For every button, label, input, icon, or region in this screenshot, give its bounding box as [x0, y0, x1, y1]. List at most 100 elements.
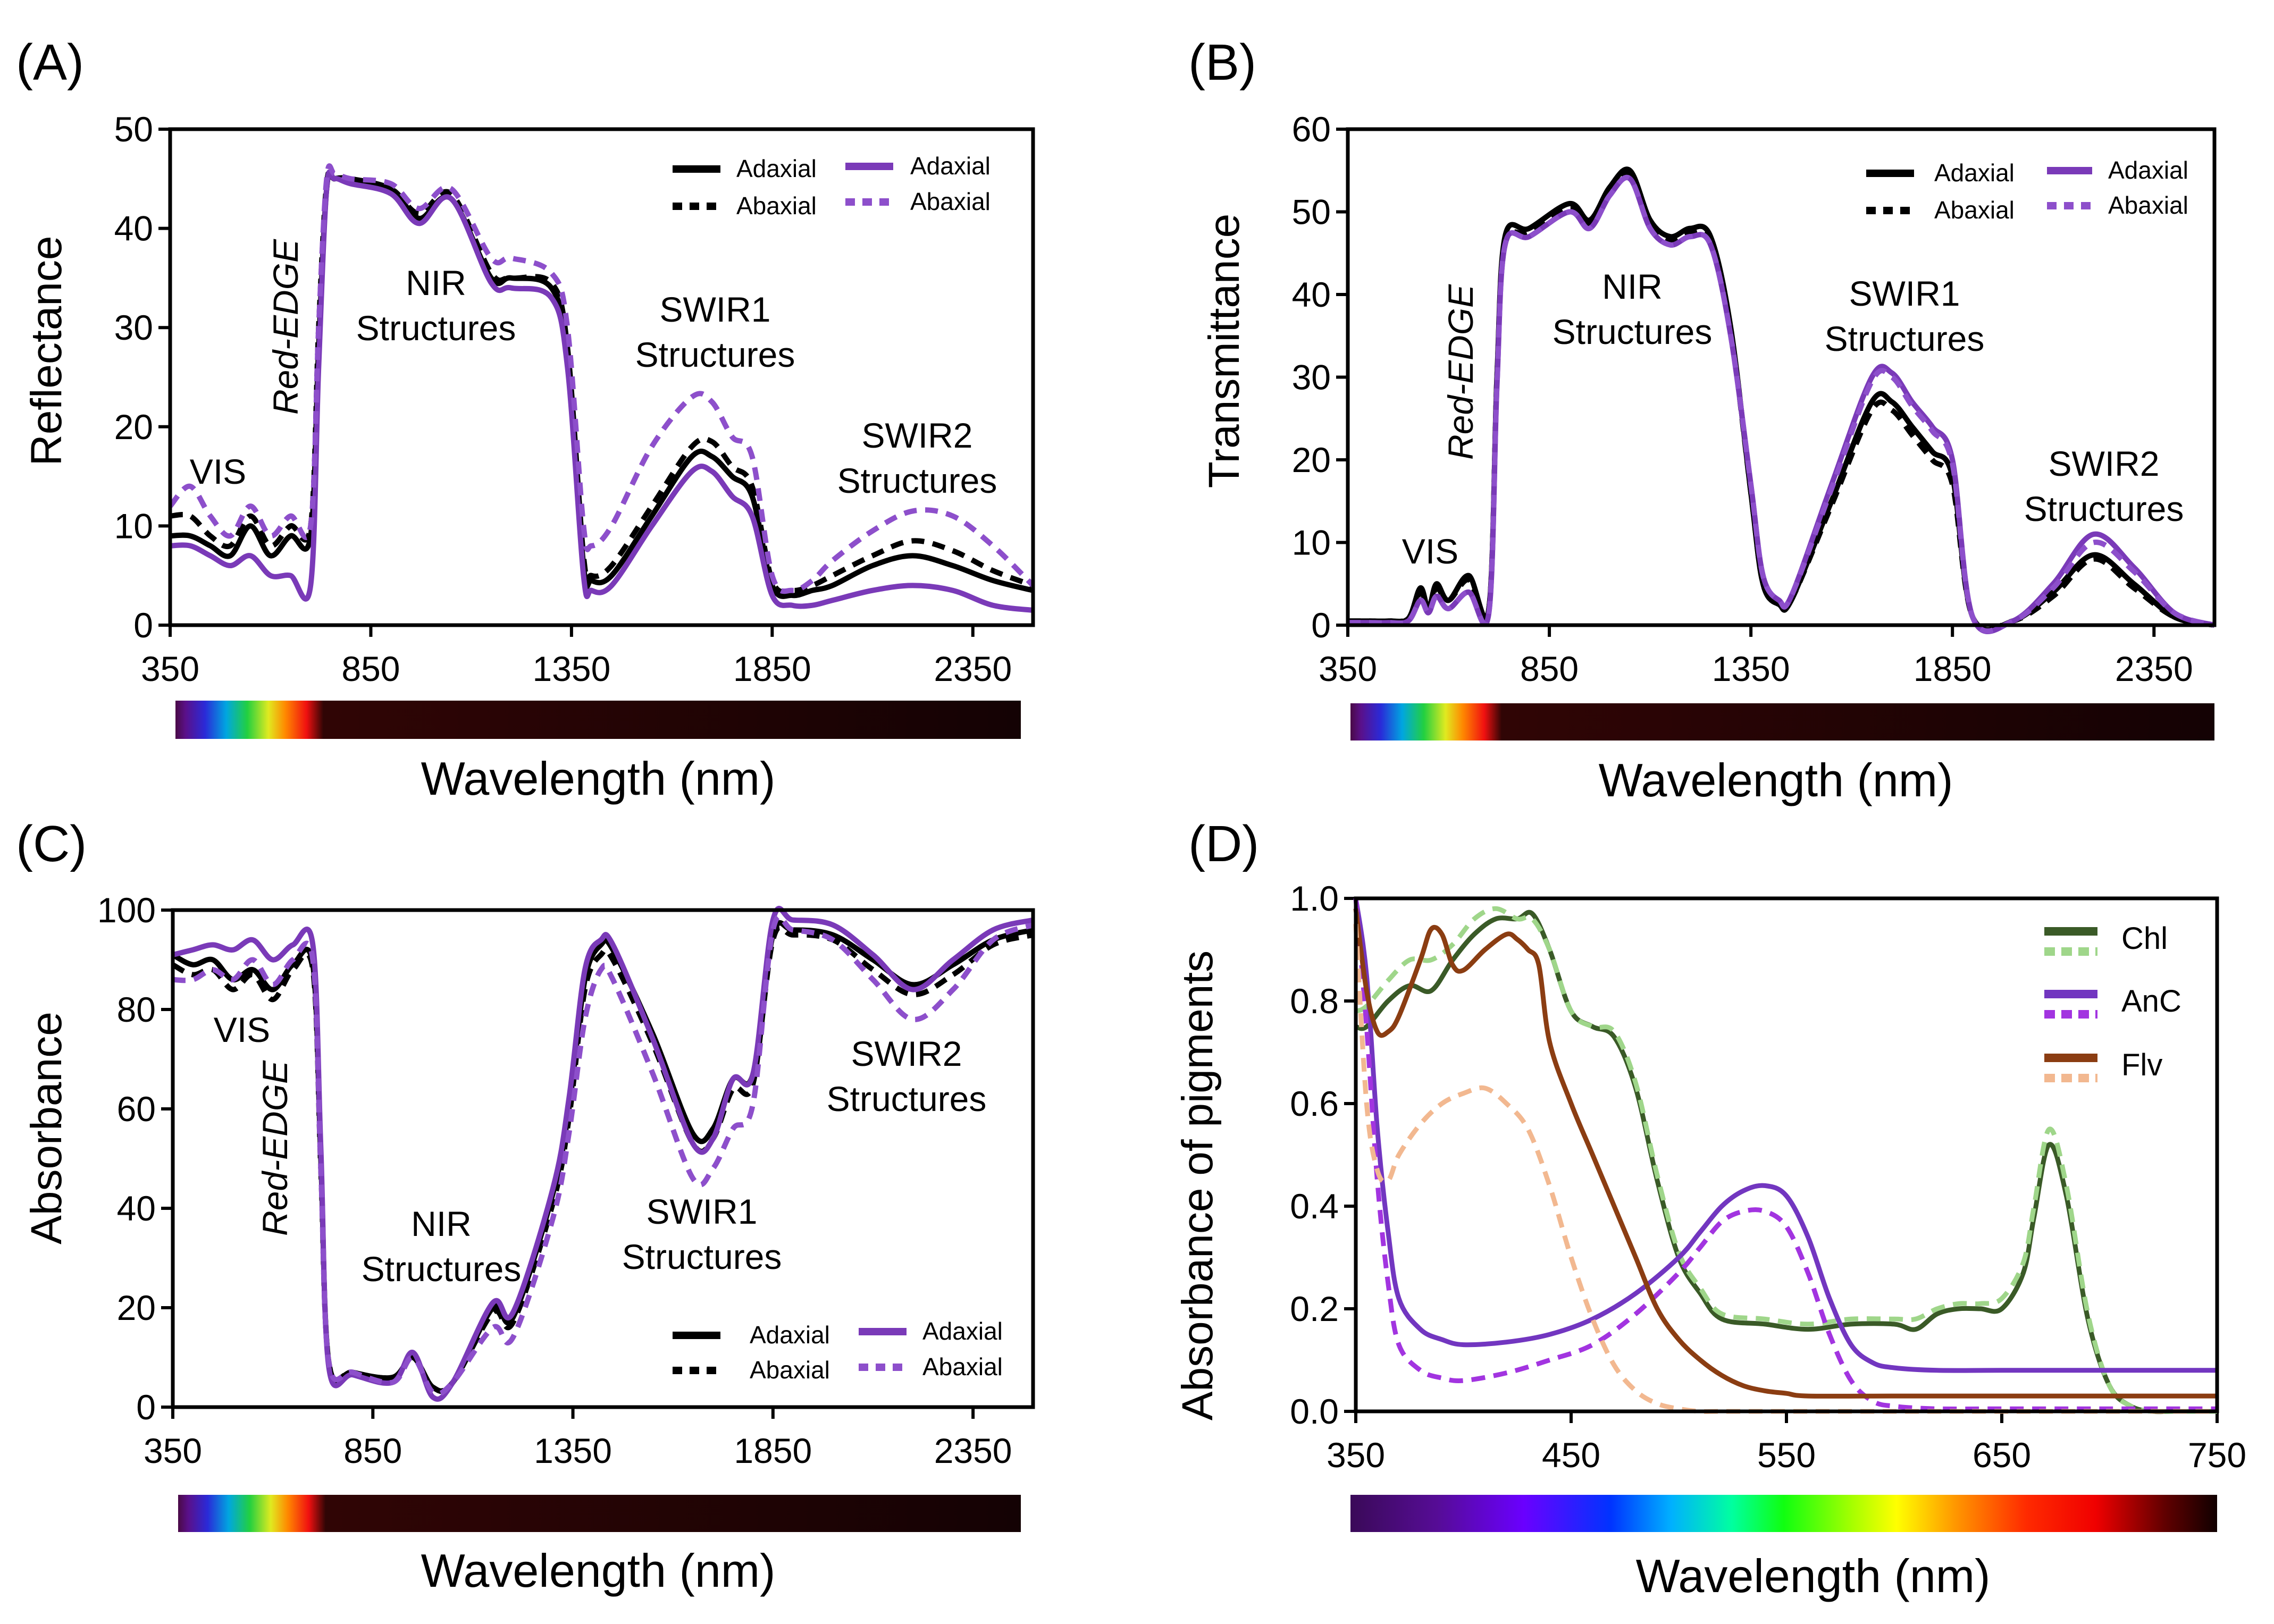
series-line-d-anc-dashed-3	[1353, 898, 2217, 1412]
legend-d: Chl AnC Flv	[2044, 921, 2181, 1082]
annotation-swir2-title-b: SWIR2	[2048, 444, 2159, 483]
y-tick-label-b: 30	[1292, 358, 1331, 397]
legend-c-purple-abaxial: Abaxial	[922, 1353, 1003, 1381]
series-line-c-abaxial-dashed-1	[171, 924, 1034, 1394]
y-tick-label-c: 60	[117, 1089, 156, 1129]
annotation-swir2-title-a: SWIR2	[861, 416, 972, 455]
panel-b: (B) Transmittance 0 10 20 30 40 50 60 350 850 135…	[1188, 34, 2217, 806]
x-tick-label-b: 1350	[1712, 649, 1790, 688]
legend-d-flv: Flv	[2121, 1048, 2162, 1082]
x-tick-label-a: 1850	[733, 649, 811, 688]
annotation-nir-sub-b: Structures	[1553, 312, 1713, 351]
y-tick-label-b: 0	[1311, 605, 1331, 645]
y-tick-label-c: 0	[136, 1387, 156, 1427]
annotation-vis-a: VIS	[190, 452, 246, 491]
legend-a-purple-abaxial: Abaxial	[910, 188, 991, 215]
x-tick-label-c: 350	[144, 1431, 202, 1470]
x-tick-label-b: 350	[1319, 649, 1377, 688]
spectrum-bar-c	[178, 1495, 1021, 1532]
legend-d-anc: AnC	[2121, 984, 2181, 1019]
panel-label-a: (A)	[16, 34, 84, 91]
annotation-nir-title-c: NIR	[411, 1204, 472, 1243]
series-line-b-abaxial-dashed-3	[1348, 175, 2216, 634]
x-tick-label-c: 2350	[934, 1431, 1012, 1470]
y-tick-label-a: 40	[114, 209, 153, 248]
x-tick-label-d: 350	[1327, 1435, 1385, 1475]
annotation-swir2-sub-b: Structures	[2024, 489, 2184, 528]
series-line-d-chl-solid-0	[1355, 910, 2217, 1415]
panel-label-c: (C)	[16, 815, 87, 872]
x-tick-label-a: 2350	[934, 649, 1012, 688]
legend-a-black-adaxial: Adaxial	[736, 155, 817, 182]
spectrum-bar-d	[1350, 1495, 2217, 1532]
legend-c-black-abaxial: Abaxial	[750, 1356, 830, 1384]
series-line-c-abaxial-dashed-3	[172, 914, 1034, 1397]
legend-b-black-abaxial: Abaxial	[1934, 196, 2015, 224]
y-tick-label-b: 40	[1292, 275, 1331, 314]
y-tick-label-d: 0.0	[1290, 1392, 1339, 1431]
x-tick-label-b: 1850	[1914, 649, 1992, 688]
y-tick-label-d: 0.4	[1290, 1187, 1339, 1226]
y-tick-label-c: 20	[117, 1288, 156, 1327]
annotation-nir-title-a: NIR	[406, 263, 466, 302]
annotation-swir1-sub-a: Structures	[635, 335, 795, 374]
y-tick-label-a: 0	[133, 605, 153, 645]
x-tick-label-c: 1850	[734, 1431, 812, 1470]
x-axis-label-c: Wavelength (nm)	[421, 1544, 776, 1597]
y-axis-label-b: Transmittance	[1200, 214, 1248, 488]
y-tick-label-a: 50	[114, 110, 153, 149]
y-tick-label-a: 20	[114, 407, 153, 447]
panel-label-b: (B)	[1188, 34, 1256, 91]
annotation-swir1-sub-b: Structures	[1825, 319, 1985, 358]
legend-b: Adaxial Abaxial Adaxial Abaxial	[1866, 156, 2188, 224]
y-tick-label-b: 20	[1292, 440, 1331, 479]
y-tick-label-a: 10	[114, 506, 153, 545]
x-axis-label-a: Wavelength (nm)	[421, 752, 776, 805]
series-line-a-adaxial-solid-0	[170, 171, 1034, 599]
series-line-a-abaxial-dashed-3	[168, 163, 1035, 594]
y-tick-label-d: 0.8	[1290, 981, 1339, 1021]
annotation-vis-c: VIS	[214, 1010, 270, 1049]
annotation-swir1-sub-c: Structures	[622, 1237, 782, 1276]
x-tick-label-a: 1350	[532, 649, 610, 688]
annotation-nir-sub-c: Structures	[362, 1249, 522, 1289]
legend-a: Adaxial Abaxial Adaxial Abaxial	[673, 152, 991, 220]
annotation-swir2-sub-c: Structures	[827, 1079, 987, 1118]
annotation-swir1-title-c: SWIR1	[646, 1192, 757, 1231]
legend-a-black-abaxial: Abaxial	[736, 192, 817, 220]
plot-frame-a	[168, 127, 1035, 627]
panel-d: (D) Absorbance of pigments 0.0 0.2 0.4 0.6 0…	[1173, 815, 2246, 1602]
plot-frame-d	[1354, 896, 2219, 1413]
y-tick-label-b: 60	[1292, 110, 1331, 149]
legend-a-purple-adaxial: Adaxial	[910, 152, 991, 180]
plot-frame-b	[1346, 127, 2217, 627]
y-tick-label-d: 0.2	[1290, 1289, 1339, 1328]
x-tick-label-d: 450	[1542, 1435, 1600, 1475]
annotation-swir2-sub-a: Structures	[837, 461, 997, 500]
y-tick-label-c: 40	[117, 1189, 156, 1228]
y-axis-label-d: Absorbance of pigments	[1173, 950, 1222, 1420]
legend-b-purple-adaxial: Adaxial	[2108, 156, 2188, 184]
x-tick-label-d: 550	[1757, 1435, 1816, 1475]
x-tick-label-a: 350	[141, 649, 199, 688]
x-tick-label-b: 850	[1520, 649, 1579, 688]
series-line-d-anc-solid-2	[1353, 898, 2218, 1373]
panel-a: (A) Reflectance 0 10 20 30 40 50 350 850 1350 185…	[16, 34, 1035, 805]
y-tick-label-a: 30	[114, 308, 153, 347]
y-tick-label-c: 100	[97, 890, 156, 930]
series-line-d-chl-dashed-1	[1355, 906, 2217, 1415]
plot-frame-c	[171, 908, 1035, 1409]
x-tick-label-a: 850	[341, 649, 400, 688]
legend-d-chl: Chl	[2121, 921, 2168, 956]
annotation-red-edge-a: Red-EDGE	[266, 239, 305, 415]
y-axis-label-c: Absorbance	[22, 1012, 71, 1244]
annotation-red-edge-b: Red-EDGE	[1441, 284, 1480, 460]
y-tick-label-c: 80	[117, 990, 156, 1029]
panel-c: (C) Absorbance 0 20 40 60 80 100 350 850 1350 185…	[16, 815, 1035, 1597]
annotation-vis-b: VIS	[1402, 532, 1458, 571]
spectrum-bar-b	[1350, 703, 2214, 741]
x-axis-label-d: Wavelength (nm)	[1636, 1550, 1991, 1602]
y-tick-label-d: 0.6	[1290, 1084, 1339, 1123]
spectrum-bar-a	[175, 701, 1021, 739]
legend-b-purple-abaxial: Abaxial	[2108, 191, 2188, 219]
